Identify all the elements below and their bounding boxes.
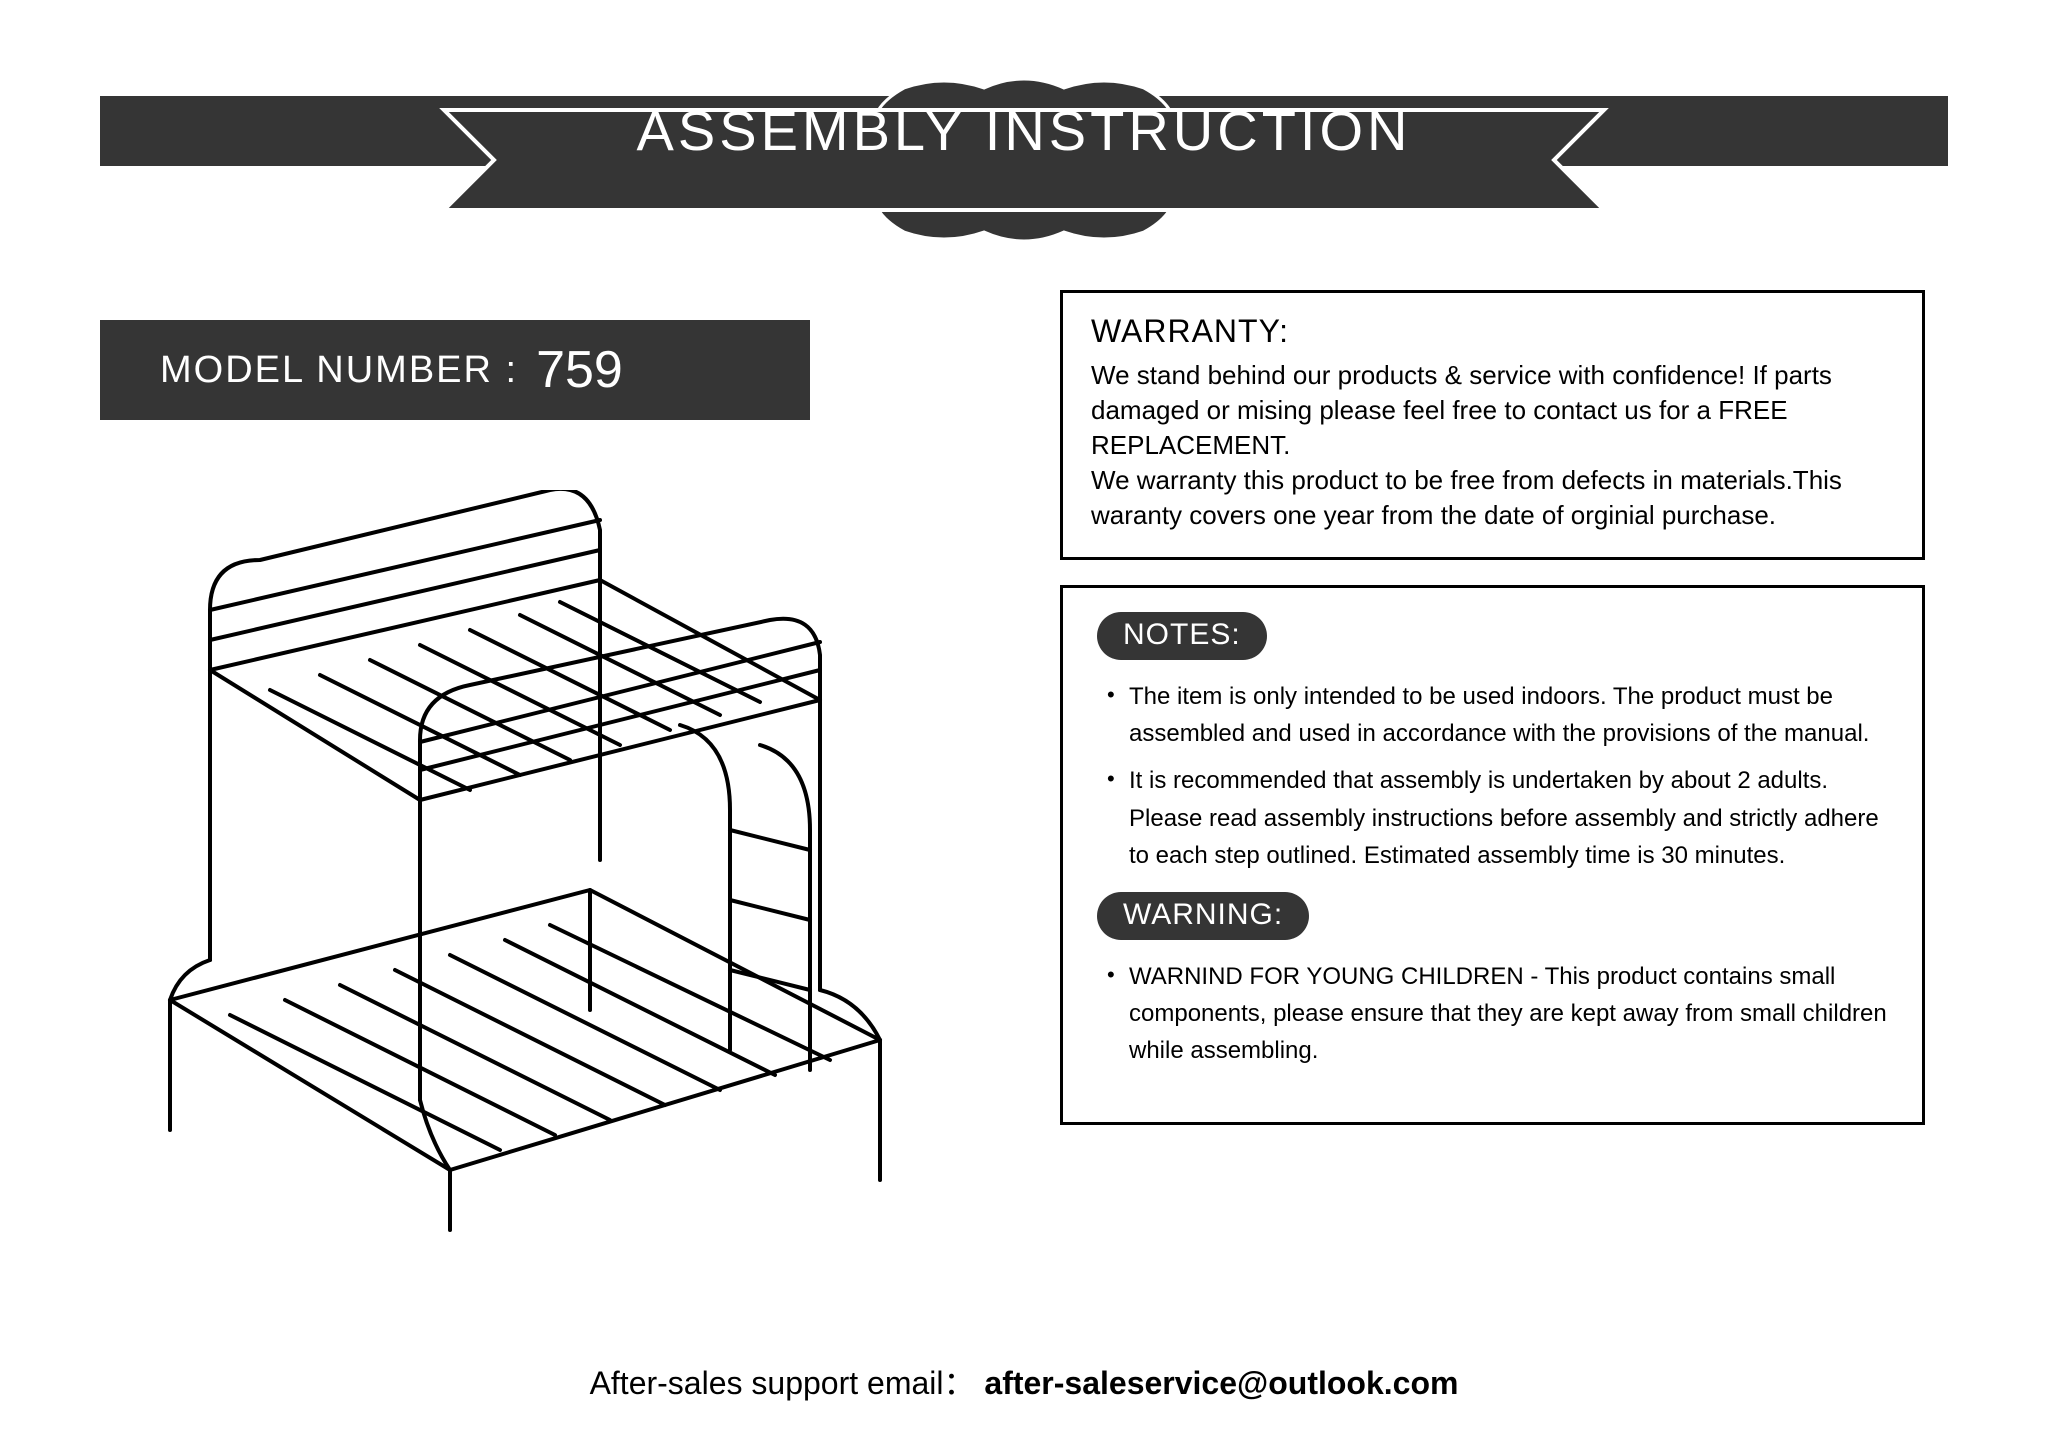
warning-item: WARNIND FOR YOUNG CHILDREN - This produc… [1107, 958, 1888, 1070]
title-banner: ASSEMBLY INSTRUCTION [0, 40, 2048, 220]
warranty-body: We stand behind our products & service w… [1091, 358, 1894, 533]
model-number-bar: MODEL NUMBER : 759 [100, 320, 810, 420]
notes-item: It is recommended that assembly is under… [1107, 762, 1888, 874]
warning-list: WARNIND FOR YOUNG CHILDREN - This produc… [1097, 958, 1888, 1070]
notes-heading: NOTES: [1097, 612, 1267, 660]
footer-email: after-saleservice@outlook.com [984, 1365, 1458, 1401]
notes-item: The item is only intended to be used ind… [1107, 678, 1888, 752]
footer: After-sales support email： after-saleser… [0, 1358, 2048, 1404]
notes-box: NOTES: The item is only intended to be u… [1060, 585, 1925, 1125]
warranty-heading: WARRANTY: [1091, 313, 1894, 350]
warranty-box: WARRANTY: We stand behind our products &… [1060, 290, 1925, 560]
page-title: ASSEMBLY INSTRUCTION [0, 98, 2048, 163]
product-illustration [120, 490, 920, 1240]
notes-list: The item is only intended to be used ind… [1097, 678, 1888, 874]
model-label: MODEL NUMBER : [160, 349, 518, 392]
model-number: 759 [536, 340, 623, 400]
warning-heading: WARNING: [1097, 892, 1309, 940]
footer-label: After-sales support email： [590, 1365, 976, 1401]
